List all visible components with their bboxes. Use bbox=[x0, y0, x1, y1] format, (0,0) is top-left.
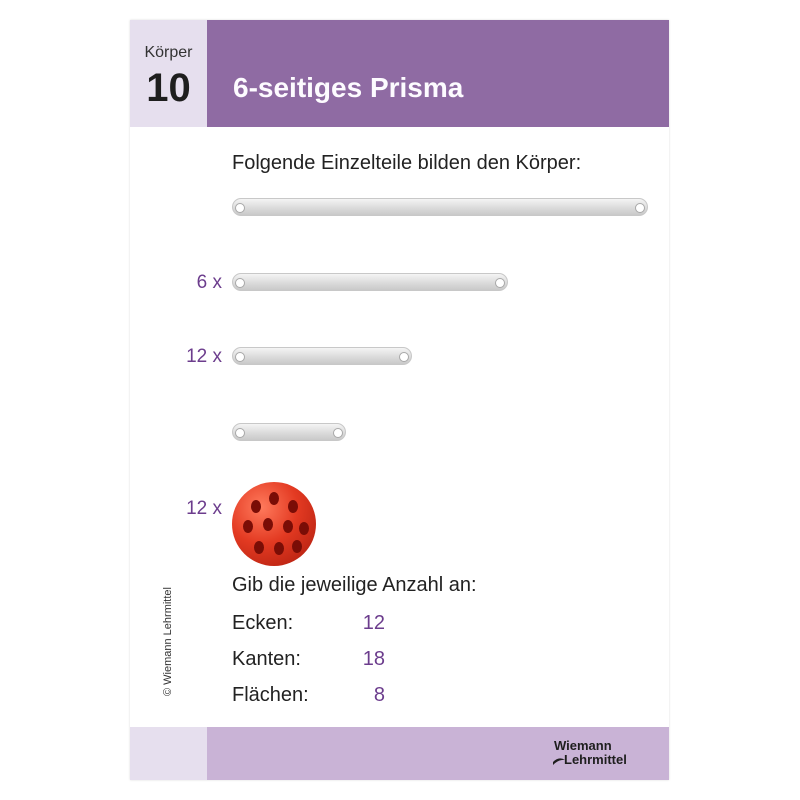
short-rod-quantity: 12 x bbox=[186, 346, 222, 367]
logo-swoosh-icon bbox=[553, 758, 565, 765]
koerper-number: 10 bbox=[146, 66, 191, 110]
koerper-label: Körper bbox=[144, 44, 193, 61]
footer-right-bar bbox=[207, 727, 669, 780]
kanten-value: 18 bbox=[362, 648, 385, 670]
flaechen-label: Flächen: bbox=[232, 684, 309, 706]
connector-ball-quantity: 12 x bbox=[186, 498, 222, 519]
ecken-value: 12 bbox=[362, 612, 385, 634]
footer-left-bar bbox=[130, 727, 207, 780]
header-number-box: Körper 10 bbox=[130, 20, 207, 127]
copyright-notice: © Wiemann Lehrmittel bbox=[162, 587, 174, 696]
flaechen-value: 8 bbox=[373, 684, 385, 706]
short-rod bbox=[232, 347, 412, 365]
wiemann-logo: Wiemann Lehrmittel bbox=[552, 738, 662, 770]
questions-heading: Gib die jeweilige Anzahl an: bbox=[232, 574, 477, 596]
shortest-rod bbox=[232, 423, 346, 441]
medium-rod-quantity: 6 x bbox=[196, 272, 222, 293]
medium-rod bbox=[232, 273, 508, 291]
ecken-label: Ecken: bbox=[232, 612, 294, 634]
connector-ball bbox=[232, 482, 316, 566]
kanten-label: Kanten: bbox=[232, 648, 301, 670]
task-card: Körper 10 6-seitiges Prisma Folgende Ein… bbox=[130, 20, 669, 780]
long-rod bbox=[232, 198, 648, 216]
logo-line-1: Wiemann bbox=[554, 738, 612, 753]
page-title: 6-seitiges Prisma bbox=[233, 72, 464, 103]
header-title-bar: 6-seitiges Prisma bbox=[207, 20, 669, 127]
logo-line-2: Lehrmittel bbox=[564, 752, 627, 767]
parts-heading: Folgende Einzelteile bilden den Körper: bbox=[232, 152, 582, 174]
